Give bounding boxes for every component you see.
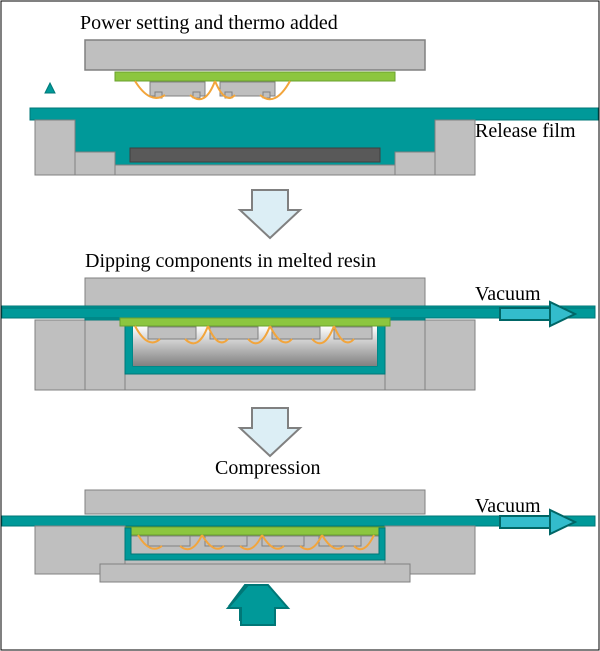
step2-group	[2, 278, 595, 390]
vacuum-arrow-2	[500, 510, 575, 534]
down-arrow-2	[240, 408, 300, 456]
diagram-svg	[0, 0, 600, 651]
step1-group	[30, 40, 598, 175]
step3-group	[2, 490, 595, 625]
down-arrow-1	[240, 190, 300, 238]
